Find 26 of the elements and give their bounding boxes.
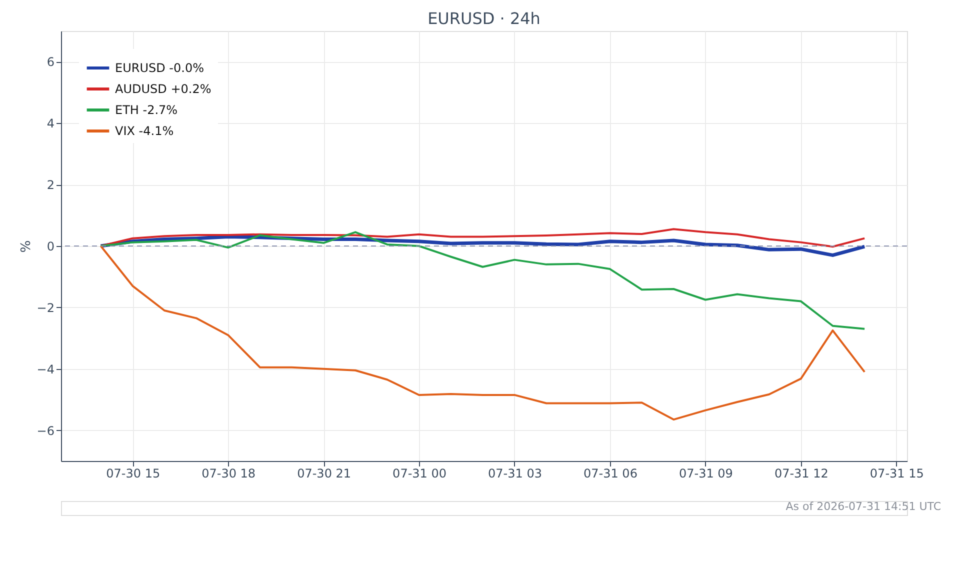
text: As of 2026-07-31 14:51 UTC <box>786 500 942 513</box>
y-tick-label: 0 <box>46 240 54 254</box>
legend-label: VIX -4.1% <box>115 124 174 138</box>
y-tick-label: −2 <box>36 300 54 315</box>
x-tick-label: 07-31 03 <box>488 466 542 480</box>
y-axis-title: % <box>18 240 34 253</box>
y-tick-label: −6 <box>36 424 54 438</box>
legend-label: ETH -2.7% <box>115 103 178 117</box>
x-tick-label: 07-31 06 <box>583 466 638 480</box>
x-tick-label: 07-31 09 <box>678 466 733 480</box>
legend-label: EURUSD -0.0% <box>115 61 204 75</box>
y-tick-label: −4 <box>36 362 54 376</box>
chart-title: EURUSD · 24h <box>428 9 540 28</box>
x-tick-label: 07-31 12 <box>774 466 828 480</box>
y-tick-label: 6 <box>46 55 54 70</box>
line-series <box>100 231 866 330</box>
line-series <box>100 245 866 421</box>
line-series <box>100 228 866 248</box>
legend-label: AUDUSD +0.2% <box>115 82 212 96</box>
y-tick-label: 2 <box>46 178 54 192</box>
y-tick-label: 4 <box>46 116 54 131</box>
x-tick-label: 07-30 15 <box>106 466 160 480</box>
x-tick-label: 07-31 15 <box>870 466 924 480</box>
x-tick-label: 07-30 21 <box>297 466 352 480</box>
x-tick-label: 07-31 00 <box>392 466 446 480</box>
x-tick-label: 07-30 18 <box>202 466 256 480</box>
